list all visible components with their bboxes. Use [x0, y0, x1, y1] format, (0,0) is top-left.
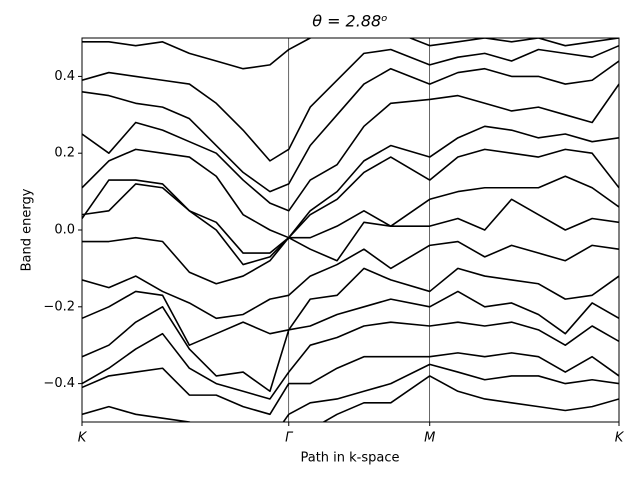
band-line: [82, 83, 619, 212]
y-axis-label: Band energy: [20, 188, 35, 271]
y-tick-label: −0.4: [43, 376, 75, 391]
band-line: [82, 290, 619, 393]
band-line: [82, 198, 619, 285]
plot-area: [82, 38, 619, 422]
band-line: [82, 60, 619, 193]
y-tick-label: 0.2: [54, 146, 75, 161]
x-tick-label: K: [615, 431, 625, 446]
band-line: [82, 240, 619, 320]
band-line: [82, 125, 619, 239]
band-line: [82, 352, 619, 416]
y-tick-label: 0.0: [54, 223, 75, 238]
band-line: [322, 375, 619, 422]
y-tick-label: 0.4: [54, 69, 75, 84]
band-line: [82, 175, 619, 266]
band-line: [82, 267, 619, 346]
band-line: [82, 321, 619, 400]
band-line: [82, 148, 619, 254]
x-tick-label: M: [424, 431, 435, 446]
chart-title: θ = 2.88ᵒ: [312, 12, 388, 31]
y-tick-label: −0.2: [43, 299, 75, 314]
band-line: [82, 363, 619, 422]
band-line: [82, 44, 619, 162]
x-tick-label: K: [78, 431, 88, 446]
band-line: [82, 38, 619, 70]
x-tick-label: Γ: [285, 431, 294, 446]
x-axis-label: Path in k-space: [300, 451, 399, 466]
plot-frame: [81, 37, 620, 423]
